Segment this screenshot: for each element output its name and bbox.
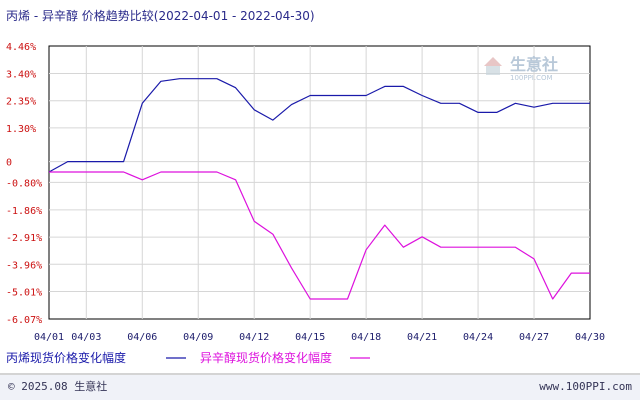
y-axis-ticks: 4.46% 3.40% 2.35% 1.30% 0 -0.80% -1.86% -2.91% -… <box>6 42 42 326</box>
x-axis-ticks: 04/01 04/03 04/06 04/09 04/12 04/15 04/18 04/21… <box>34 332 605 343</box>
y-tick-label: -1.86% <box>6 206 42 217</box>
y-tick-label: 1.30% <box>6 124 36 135</box>
footer-site-link[interactable]: www.100PPI.com <box>539 380 632 393</box>
y-tick-label: -2.91% <box>6 233 42 244</box>
y-tick-label: -3.96% <box>6 260 42 271</box>
x-tick-label: 04/03 <box>71 332 101 343</box>
y-tick-label: -5.01% <box>6 288 42 299</box>
y-tick-label: 4.46% <box>6 42 36 53</box>
y-tick-label: 0 <box>6 158 12 169</box>
series-group <box>48 78 590 300</box>
watermark-brand: 生意社 <box>510 55 558 74</box>
footer-background <box>0 375 640 400</box>
y-tick-label: 3.40% <box>6 69 36 80</box>
legend: 丙烯现货价格变化幅度 异辛醇现货价格变化幅度 <box>6 350 370 365</box>
y-tick-label: -0.80% <box>6 178 42 189</box>
legend-label-isooctanol: 异辛醇现货价格变化幅度 <box>200 350 332 365</box>
x-tick-label: 04/09 <box>183 332 213 343</box>
series-line-0 <box>48 78 590 173</box>
x-tick-label: 04/15 <box>295 332 325 343</box>
footer-copyright: © 2025.08 生意社 <box>8 379 107 393</box>
x-tick-label: 04/01 <box>34 332 64 343</box>
x-tick-label: 04/06 <box>127 332 157 343</box>
x-tick-label: 04/12 <box>239 332 269 343</box>
watermark: 生意社 100PPI.COM <box>484 55 558 82</box>
legend-label-propylene: 丙烯现货价格变化幅度 <box>6 350 126 365</box>
x-tick-label: 04/24 <box>463 332 493 343</box>
y-tick-label: 2.35% <box>6 97 36 108</box>
watermark-url: 100PPI.COM <box>510 74 553 82</box>
x-tick-label: 04/30 <box>575 332 605 343</box>
x-tick-label: 04/18 <box>351 332 381 343</box>
chart-title: 丙烯 - 异辛醇 价格趋势比较(2022-04-01 - 2022-04-30) <box>6 8 315 23</box>
series-line-1 <box>49 171 590 300</box>
x-tick-label: 04/27 <box>519 332 549 343</box>
watermark-logo-icon <box>484 57 502 75</box>
x-tick-label: 04/21 <box>407 332 437 343</box>
y-tick-label: -6.07% <box>6 315 42 326</box>
